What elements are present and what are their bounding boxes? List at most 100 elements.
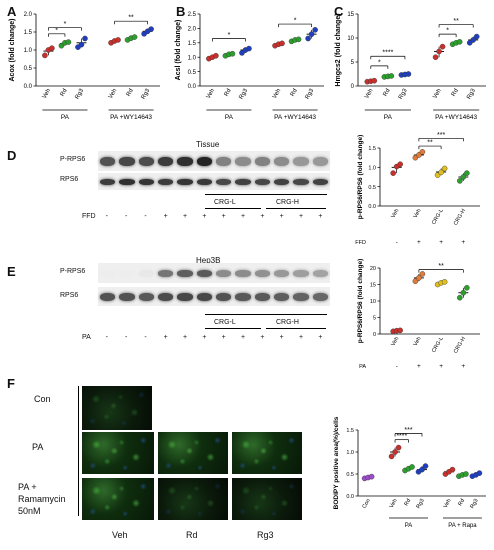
treat-mark: - xyxy=(105,334,108,341)
blot-band xyxy=(196,269,212,277)
panel-letter-f: F xyxy=(7,376,15,391)
x-tick-label: Veh xyxy=(42,88,52,100)
y-tick-label: 0.5 xyxy=(188,70,197,76)
y-tick-label: 2.0 xyxy=(188,27,197,33)
data-point xyxy=(279,40,285,47)
x-tick-label: CRG-H xyxy=(453,336,467,355)
blot-e-treat-label: PA xyxy=(82,334,91,341)
blot-band xyxy=(100,156,116,166)
blot-band xyxy=(254,269,270,277)
y-tick-label: 0.5 xyxy=(24,66,33,72)
x-tick-label: Rg3 xyxy=(74,87,85,100)
x-tick-label: Rd xyxy=(451,88,460,98)
blot-e-prps6 xyxy=(98,263,330,283)
y-axis-label: Acox (fold change) xyxy=(9,18,16,81)
x-tick-label: Veh xyxy=(389,498,399,509)
blot-e-crgh-line xyxy=(266,328,326,329)
microscopy-left-border xyxy=(78,386,79,516)
microscopy-row-label-pa-rapa: PA + Ramamycin 50nM xyxy=(18,482,66,516)
y-tick-label: 20 xyxy=(370,266,376,272)
data-point xyxy=(416,152,422,158)
blot-band xyxy=(254,292,270,301)
chart-d-prps6-ratio: 0.00.51.01.5p-RPS6/RPS6 (fold change) ***… xyxy=(355,132,480,246)
blot-band xyxy=(312,178,328,185)
data-point xyxy=(392,449,398,455)
treat-mark: - xyxy=(144,213,147,220)
treat-mark: + xyxy=(279,334,284,341)
x-tick-label: Con xyxy=(362,498,372,510)
data-point xyxy=(115,37,121,43)
data-point xyxy=(464,284,470,291)
blot-e-crgl-line xyxy=(205,328,261,329)
treat-mark: + xyxy=(417,239,421,246)
y-tick-label: 0.0 xyxy=(346,494,354,500)
y-axis-label: Acsl (fold change) xyxy=(175,20,182,81)
x-tick-label: Veh xyxy=(432,88,442,100)
blot-band xyxy=(119,292,135,301)
data-point xyxy=(397,327,403,334)
data-point xyxy=(441,165,448,172)
data-point xyxy=(457,178,463,184)
blot-band xyxy=(293,292,309,301)
data-point xyxy=(456,39,463,45)
blot-band xyxy=(138,156,154,166)
blot-e-row2-label: RPS6 xyxy=(60,292,79,299)
y-tick-label: 0.0 xyxy=(24,84,33,90)
data-point xyxy=(438,169,444,176)
y-tick-label: 0.5 xyxy=(368,185,376,191)
sig-label: * xyxy=(228,32,231,39)
x-tick-label: Veh xyxy=(364,88,374,100)
sig-label: ** xyxy=(453,18,459,25)
microscopy-con-veh xyxy=(82,386,152,430)
blot-d-crgl: CRG-L xyxy=(214,199,236,206)
sig-label: ** xyxy=(427,140,433,147)
blot-band xyxy=(235,269,251,277)
treat-mark: + xyxy=(221,213,226,220)
blot-band xyxy=(312,269,328,277)
x-tick-label: Rg3 xyxy=(238,87,249,100)
blot-band xyxy=(158,156,174,166)
x-tick-label: Rg3 xyxy=(305,87,316,100)
data-point xyxy=(419,466,425,473)
x-tick-label: Veh xyxy=(413,208,423,219)
blot-band xyxy=(235,178,251,185)
blot-band xyxy=(177,156,193,166)
blot-d-treat-label: FFD xyxy=(82,213,96,220)
data-point xyxy=(131,34,138,40)
sig-label: * xyxy=(294,18,297,25)
sig-label: * xyxy=(378,59,381,66)
treat-mark: + xyxy=(183,213,188,220)
panel-letter-b: B xyxy=(176,4,186,19)
sig-label: * xyxy=(55,27,58,34)
blot-band xyxy=(138,269,154,277)
blot-e-crgl: CRG-L xyxy=(214,319,236,326)
y-tick-label: 5 xyxy=(373,316,376,322)
blot-band xyxy=(138,178,154,185)
data-point xyxy=(460,289,467,296)
microscopy-pa-veh xyxy=(82,432,154,474)
group-label: PA xyxy=(405,523,413,529)
y-axis-label: p-RPS6/RPS6 (fold change) xyxy=(357,135,364,220)
data-point xyxy=(449,466,456,473)
blot-band xyxy=(196,292,212,301)
treat-mark: + xyxy=(299,334,304,341)
data-point xyxy=(246,45,252,52)
treat-mark: + xyxy=(461,239,465,246)
treat-mark: + xyxy=(260,334,265,341)
treat-mark: + xyxy=(439,363,443,370)
y-tick-label: 1.5 xyxy=(24,30,33,36)
y-axis-label: Hmgcs2 (fold change) xyxy=(335,13,342,86)
treat-mark: + xyxy=(241,213,246,220)
y-tick-label: 1.0 xyxy=(368,166,376,172)
y-tick-label: 15 xyxy=(347,12,354,18)
x-tick-label: Veh xyxy=(272,88,282,100)
data-point xyxy=(419,271,426,277)
blot-d-prps6 xyxy=(98,151,330,171)
treat-mark: - xyxy=(396,239,398,246)
x-tick-label: CRG-L xyxy=(431,208,445,226)
data-point xyxy=(457,294,463,301)
data-point xyxy=(49,45,55,52)
treat-mark: + xyxy=(221,334,226,341)
